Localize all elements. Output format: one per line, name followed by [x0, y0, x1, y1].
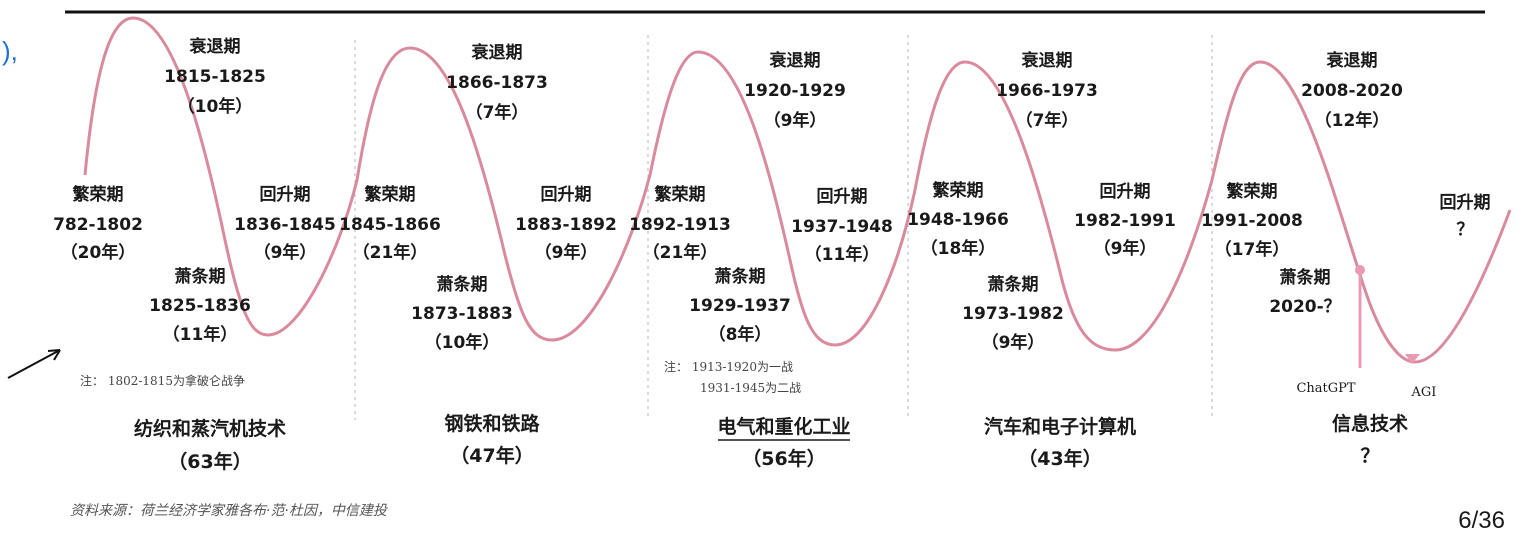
depression-label: 萧条期 [175, 266, 226, 287]
pointer-arrow-head [47, 349, 61, 361]
chatgpt-marker-dot [1355, 265, 1365, 275]
cycle-2: 衰退期 1866-1873 （7年） 繁荣期 1845-1866 （21年） 萧… [339, 42, 617, 467]
recession-duration: （7年） [466, 102, 529, 123]
recovery-duration: （9年） [1094, 238, 1157, 259]
depression-label: 萧条期 [437, 274, 488, 295]
page-number: 6/36 [1458, 507, 1505, 534]
recession-duration: （12年） [1315, 110, 1390, 131]
recession-duration: （7年） [1016, 110, 1079, 131]
recovery-label: 回升期 [1100, 182, 1151, 202]
recovery-label: 回升期 [541, 185, 592, 205]
recession-years: 1966-1973 [996, 81, 1098, 101]
depression-duration: （9年） [982, 332, 1045, 353]
cropped-text-fragment: ), [2, 36, 18, 66]
cycle-1: 衰退期 1815-1825 （10年） 繁荣期 782-1802 （20年） 萧… [53, 36, 336, 473]
technology-label: 钢铁和铁路 [444, 412, 540, 435]
depression-label: 萧条期 [1280, 267, 1331, 288]
technology-label: 纺织和蒸汽机技术 [134, 417, 286, 440]
prosperity-label: 繁荣期 [1226, 181, 1278, 202]
cycle-4: 衰退期 1966-1973 （7年） 繁荣期 1948-1966 （18年） 萧… [907, 50, 1176, 470]
cycle-3: 衰退期 1920-1929 （9年） 繁荣期 1892-1913 （21年） 萧… [629, 50, 893, 470]
recovery-duration: （11年） [805, 244, 880, 265]
depression-years: 1929-1937 [689, 296, 791, 316]
recession-duration: （9年） [764, 110, 827, 131]
depression-years: 1873-1883 [411, 304, 513, 324]
prosperity-duration: （20年） [61, 242, 136, 263]
wave-curve [83, 16, 1512, 364]
cycle-total-duration: （43年） [1018, 447, 1101, 470]
technology-label: 汽车和电子计算机 [984, 415, 1136, 438]
prosperity-years: 1948-1966 [907, 210, 1009, 230]
recession-years: 1815-1825 [164, 67, 266, 87]
depression-duration: （11年） [163, 324, 238, 345]
agi-marker-icon [1405, 354, 1420, 364]
prosperity-label: 繁荣期 [654, 184, 706, 205]
pointer-arrow-line [7, 349, 61, 379]
recession-label: 衰退期 [769, 50, 821, 71]
depression-label: 萧条期 [988, 274, 1039, 295]
prosperity-duration: （21年） [353, 242, 428, 263]
technology-label: 信息技术 [1332, 412, 1408, 435]
recession-years: 1920-1929 [744, 81, 846, 101]
recovery-years: 1982-1991 [1074, 211, 1176, 231]
note-text: 注： 1913-1920为一战 [664, 359, 793, 374]
cycle-5: 衰退期 2008-2020 （12年） 繁荣期 1991-2008 （17年） … [1201, 50, 1490, 467]
cycle-total-duration: ？ [1360, 445, 1379, 467]
recession-duration: （10年） [178, 96, 253, 117]
recession-years: 2008-2020 [1301, 81, 1403, 101]
depression-label: 萧条期 [715, 266, 766, 287]
source-note: 资料来源：荷兰经济学家雅各布·范·杜因，中信建投 [70, 503, 389, 519]
agi-label: AGI [1411, 385, 1437, 400]
recovery-duration: （9年） [535, 242, 598, 263]
chatgpt-label: ChatGPT [1296, 381, 1355, 396]
recession-label: 衰退期 [189, 36, 241, 57]
prosperity-duration: （21年） [643, 242, 718, 263]
cycle-total-duration: （56年） [742, 447, 825, 470]
recession-label: 衰退期 [1326, 50, 1378, 71]
prosperity-years: 1892-1913 [629, 215, 731, 235]
recovery-duration: （9年） [254, 242, 317, 263]
recession-label: 衰退期 [1021, 50, 1073, 71]
recovery-label: 回升期 [260, 185, 311, 205]
depression-years: 1825-1836 [149, 296, 251, 316]
depression-years: 1973-1982 [962, 304, 1064, 324]
recovery-label: 回升期 [1440, 193, 1491, 213]
technology-label: 电气和重化工业 [717, 415, 850, 438]
cycle-total-duration: （63年） [168, 450, 251, 473]
recovery-years: 1937-1948 [791, 217, 893, 237]
recovery-label: 回升期 [817, 187, 868, 207]
recession-years: 1866-1873 [446, 73, 548, 93]
prosperity-years: 1991-2008 [1201, 211, 1303, 231]
cycle-total-duration: （47年） [450, 444, 533, 467]
recession-label: 衰退期 [471, 42, 523, 63]
depression-duration: （8年） [709, 324, 772, 345]
prosperity-years: 1845-1866 [339, 215, 441, 235]
prosperity-label: 繁荣期 [932, 180, 984, 201]
note-text: 注： 1802-1815为拿破仑战争 [80, 373, 245, 388]
recovery-years: 1836-1845 [234, 215, 336, 235]
prosperity-years: 782-1802 [53, 215, 143, 235]
depression-duration: （10年） [425, 332, 500, 353]
note-text: 1931-1945为二战 [700, 381, 801, 395]
prosperity-label: 繁荣期 [364, 184, 416, 205]
prosperity-duration: （17年） [1215, 239, 1290, 260]
recovery-years: ？ [1457, 220, 1474, 240]
depression-years: 2020-？ [1269, 297, 1340, 317]
prosperity-duration: （18年） [921, 238, 996, 259]
recovery-years: 1883-1892 [515, 215, 617, 235]
prosperity-label: 繁荣期 [72, 184, 124, 205]
